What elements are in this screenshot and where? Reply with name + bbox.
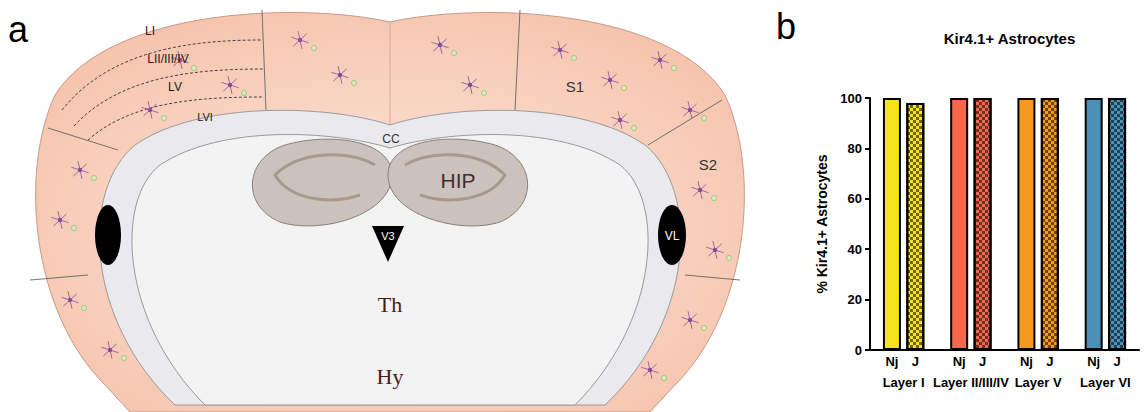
svg-text:40: 40 [848, 242, 862, 257]
svg-text:J: J [912, 354, 919, 369]
svg-text:Nj: Nj [1087, 354, 1100, 369]
svg-text:Layer I: Layer I [883, 375, 925, 390]
svg-text:V3: V3 [381, 230, 394, 242]
svg-text:VL: VL [665, 229, 680, 243]
svg-text:CC: CC [382, 132, 400, 146]
svg-text:Layer VI: Layer VI [1080, 375, 1131, 390]
svg-text:Kir4.1+ Astrocytes: Kir4.1+ Astrocytes [944, 30, 1076, 47]
svg-text:Nj: Nj [953, 354, 966, 369]
svg-text:J: J [1046, 354, 1053, 369]
svg-text:Th: Th [378, 292, 402, 317]
svg-text:0: 0 [855, 343, 862, 358]
svg-text:LII/III/IV: LII/III/IV [147, 52, 188, 66]
svg-text:HIP: HIP [440, 169, 475, 192]
svg-text:80: 80 [848, 141, 862, 156]
svg-text:LV: LV [168, 80, 182, 94]
svg-text:20: 20 [848, 292, 862, 307]
svg-text:J: J [1113, 354, 1120, 369]
svg-text:60: 60 [848, 191, 862, 206]
svg-text:100: 100 [840, 91, 862, 106]
svg-text:S2: S2 [699, 156, 717, 173]
svg-text:b: b [776, 6, 796, 47]
svg-text:Layer II/III/IV: Layer II/III/IV [933, 375, 1009, 390]
svg-text:S1: S1 [566, 78, 584, 95]
svg-text:Nj: Nj [885, 354, 898, 369]
svg-text:% Kir4.1+ Astrocytes: % Kir4.1+ Astrocytes [814, 154, 830, 293]
svg-text:Layer V: Layer V [1015, 375, 1062, 390]
svg-text:Hy: Hy [377, 364, 404, 389]
svg-text:J: J [979, 354, 986, 369]
svg-text:LVI: LVI [197, 111, 213, 123]
svg-text:Nj: Nj [1020, 354, 1033, 369]
svg-text:LI: LI [145, 24, 155, 38]
svg-text:a: a [8, 9, 29, 50]
